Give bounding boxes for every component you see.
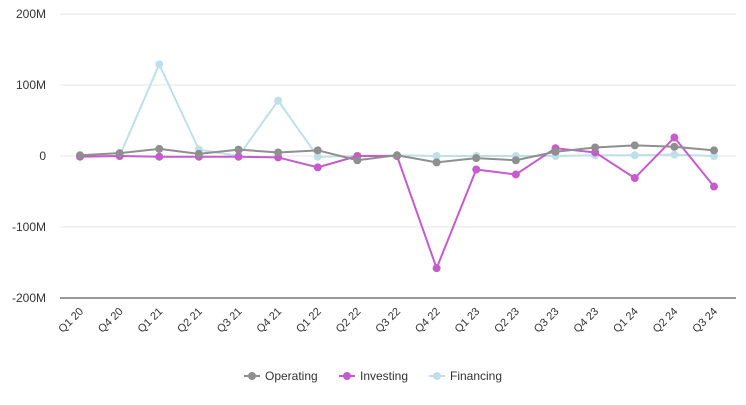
investing-point[interactable] bbox=[710, 182, 718, 191]
x-tick-label: Q4 21 bbox=[255, 306, 285, 336]
operating-point[interactable] bbox=[274, 148, 283, 157]
investing-point[interactable] bbox=[630, 174, 639, 183]
operating-point[interactable] bbox=[591, 143, 600, 152]
financing-point[interactable] bbox=[155, 60, 164, 69]
operating-point[interactable] bbox=[670, 142, 679, 151]
y-tick-label: 200M bbox=[16, 7, 46, 21]
operating-point[interactable] bbox=[551, 147, 560, 156]
financing-point[interactable] bbox=[710, 152, 718, 160]
series-operating bbox=[76, 141, 718, 167]
x-tick-label: Q1 21 bbox=[136, 306, 166, 336]
legend-swatch-marker bbox=[343, 372, 351, 380]
operating-point[interactable] bbox=[432, 158, 441, 167]
y-tick-label: 0 bbox=[39, 149, 46, 163]
legend-item-operating[interactable]: Operating bbox=[244, 369, 318, 383]
operating-point[interactable] bbox=[710, 146, 718, 155]
x-tick-label: Q3 21 bbox=[215, 306, 245, 336]
y-tick-label: -100M bbox=[12, 220, 46, 234]
financing-point[interactable] bbox=[630, 151, 639, 160]
x-tick-label: Q3 23 bbox=[532, 306, 562, 336]
x-tick-label: Q1 23 bbox=[453, 306, 483, 336]
x-tick-label: Q2 21 bbox=[175, 306, 205, 336]
investing-point[interactable] bbox=[472, 165, 481, 174]
series-layer bbox=[76, 60, 718, 273]
legend-swatch-marker bbox=[433, 372, 441, 380]
y-axis-ticks: 200M 100M 0 -100M -200M bbox=[12, 7, 46, 305]
financing-line bbox=[79, 63, 715, 158]
legend: Operating Investing Financing bbox=[244, 369, 502, 383]
x-tick-label: Q2 23 bbox=[492, 306, 522, 336]
x-tick-label: Q3 24 bbox=[690, 306, 720, 336]
x-tick-label: Q2 22 bbox=[334, 306, 364, 336]
investing-point[interactable] bbox=[670, 133, 679, 142]
financing-point[interactable] bbox=[274, 96, 283, 105]
x-tick-label: Q1 24 bbox=[611, 306, 641, 336]
x-tick-label: Q3 22 bbox=[373, 306, 403, 336]
operating-point[interactable] bbox=[472, 154, 481, 163]
financing-point[interactable] bbox=[432, 152, 441, 160]
x-tick-label: Q2 24 bbox=[651, 306, 681, 336]
investing-point[interactable] bbox=[432, 264, 441, 273]
x-tick-label: Q1 20 bbox=[56, 306, 86, 336]
x-tick-label: Q4 20 bbox=[96, 306, 126, 336]
y-tick-label: -200M bbox=[12, 291, 46, 305]
investing-point[interactable] bbox=[234, 152, 243, 161]
y-tick-label: 100M bbox=[16, 78, 46, 92]
operating-point[interactable] bbox=[155, 144, 164, 153]
legend-label: Financing bbox=[450, 369, 502, 383]
investing-point[interactable] bbox=[511, 170, 520, 179]
operating-point[interactable] bbox=[76, 151, 84, 160]
investing-point[interactable] bbox=[313, 163, 322, 172]
x-axis-ticks: Q1 20 Q4 20 Q1 21 Q2 21 Q3 21 Q4 21 Q1 22 Q2 22… bbox=[56, 306, 720, 336]
legend-swatch-marker bbox=[248, 372, 256, 380]
legend-item-investing[interactable]: Investing bbox=[339, 369, 408, 383]
grid-lines bbox=[60, 13, 736, 228]
investing-point[interactable] bbox=[155, 152, 164, 161]
x-tick-label: Q4 22 bbox=[413, 306, 443, 336]
operating-point[interactable] bbox=[353, 156, 362, 165]
operating-point[interactable] bbox=[511, 156, 520, 165]
legend-label: Operating bbox=[265, 369, 318, 383]
operating-point[interactable] bbox=[115, 149, 124, 158]
x-tick-label: Q4 23 bbox=[572, 306, 602, 336]
x-tick-label: Q1 22 bbox=[294, 306, 324, 336]
operating-point[interactable] bbox=[630, 141, 639, 150]
operating-point[interactable] bbox=[313, 146, 322, 155]
financing-point[interactable] bbox=[313, 152, 322, 161]
operating-point[interactable] bbox=[194, 149, 203, 158]
legend-item-financing[interactable]: Financing bbox=[429, 369, 502, 383]
financing-point[interactable] bbox=[670, 150, 679, 159]
legend-label: Investing bbox=[360, 369, 408, 383]
operating-point[interactable] bbox=[393, 151, 401, 160]
operating-point[interactable] bbox=[234, 145, 243, 154]
